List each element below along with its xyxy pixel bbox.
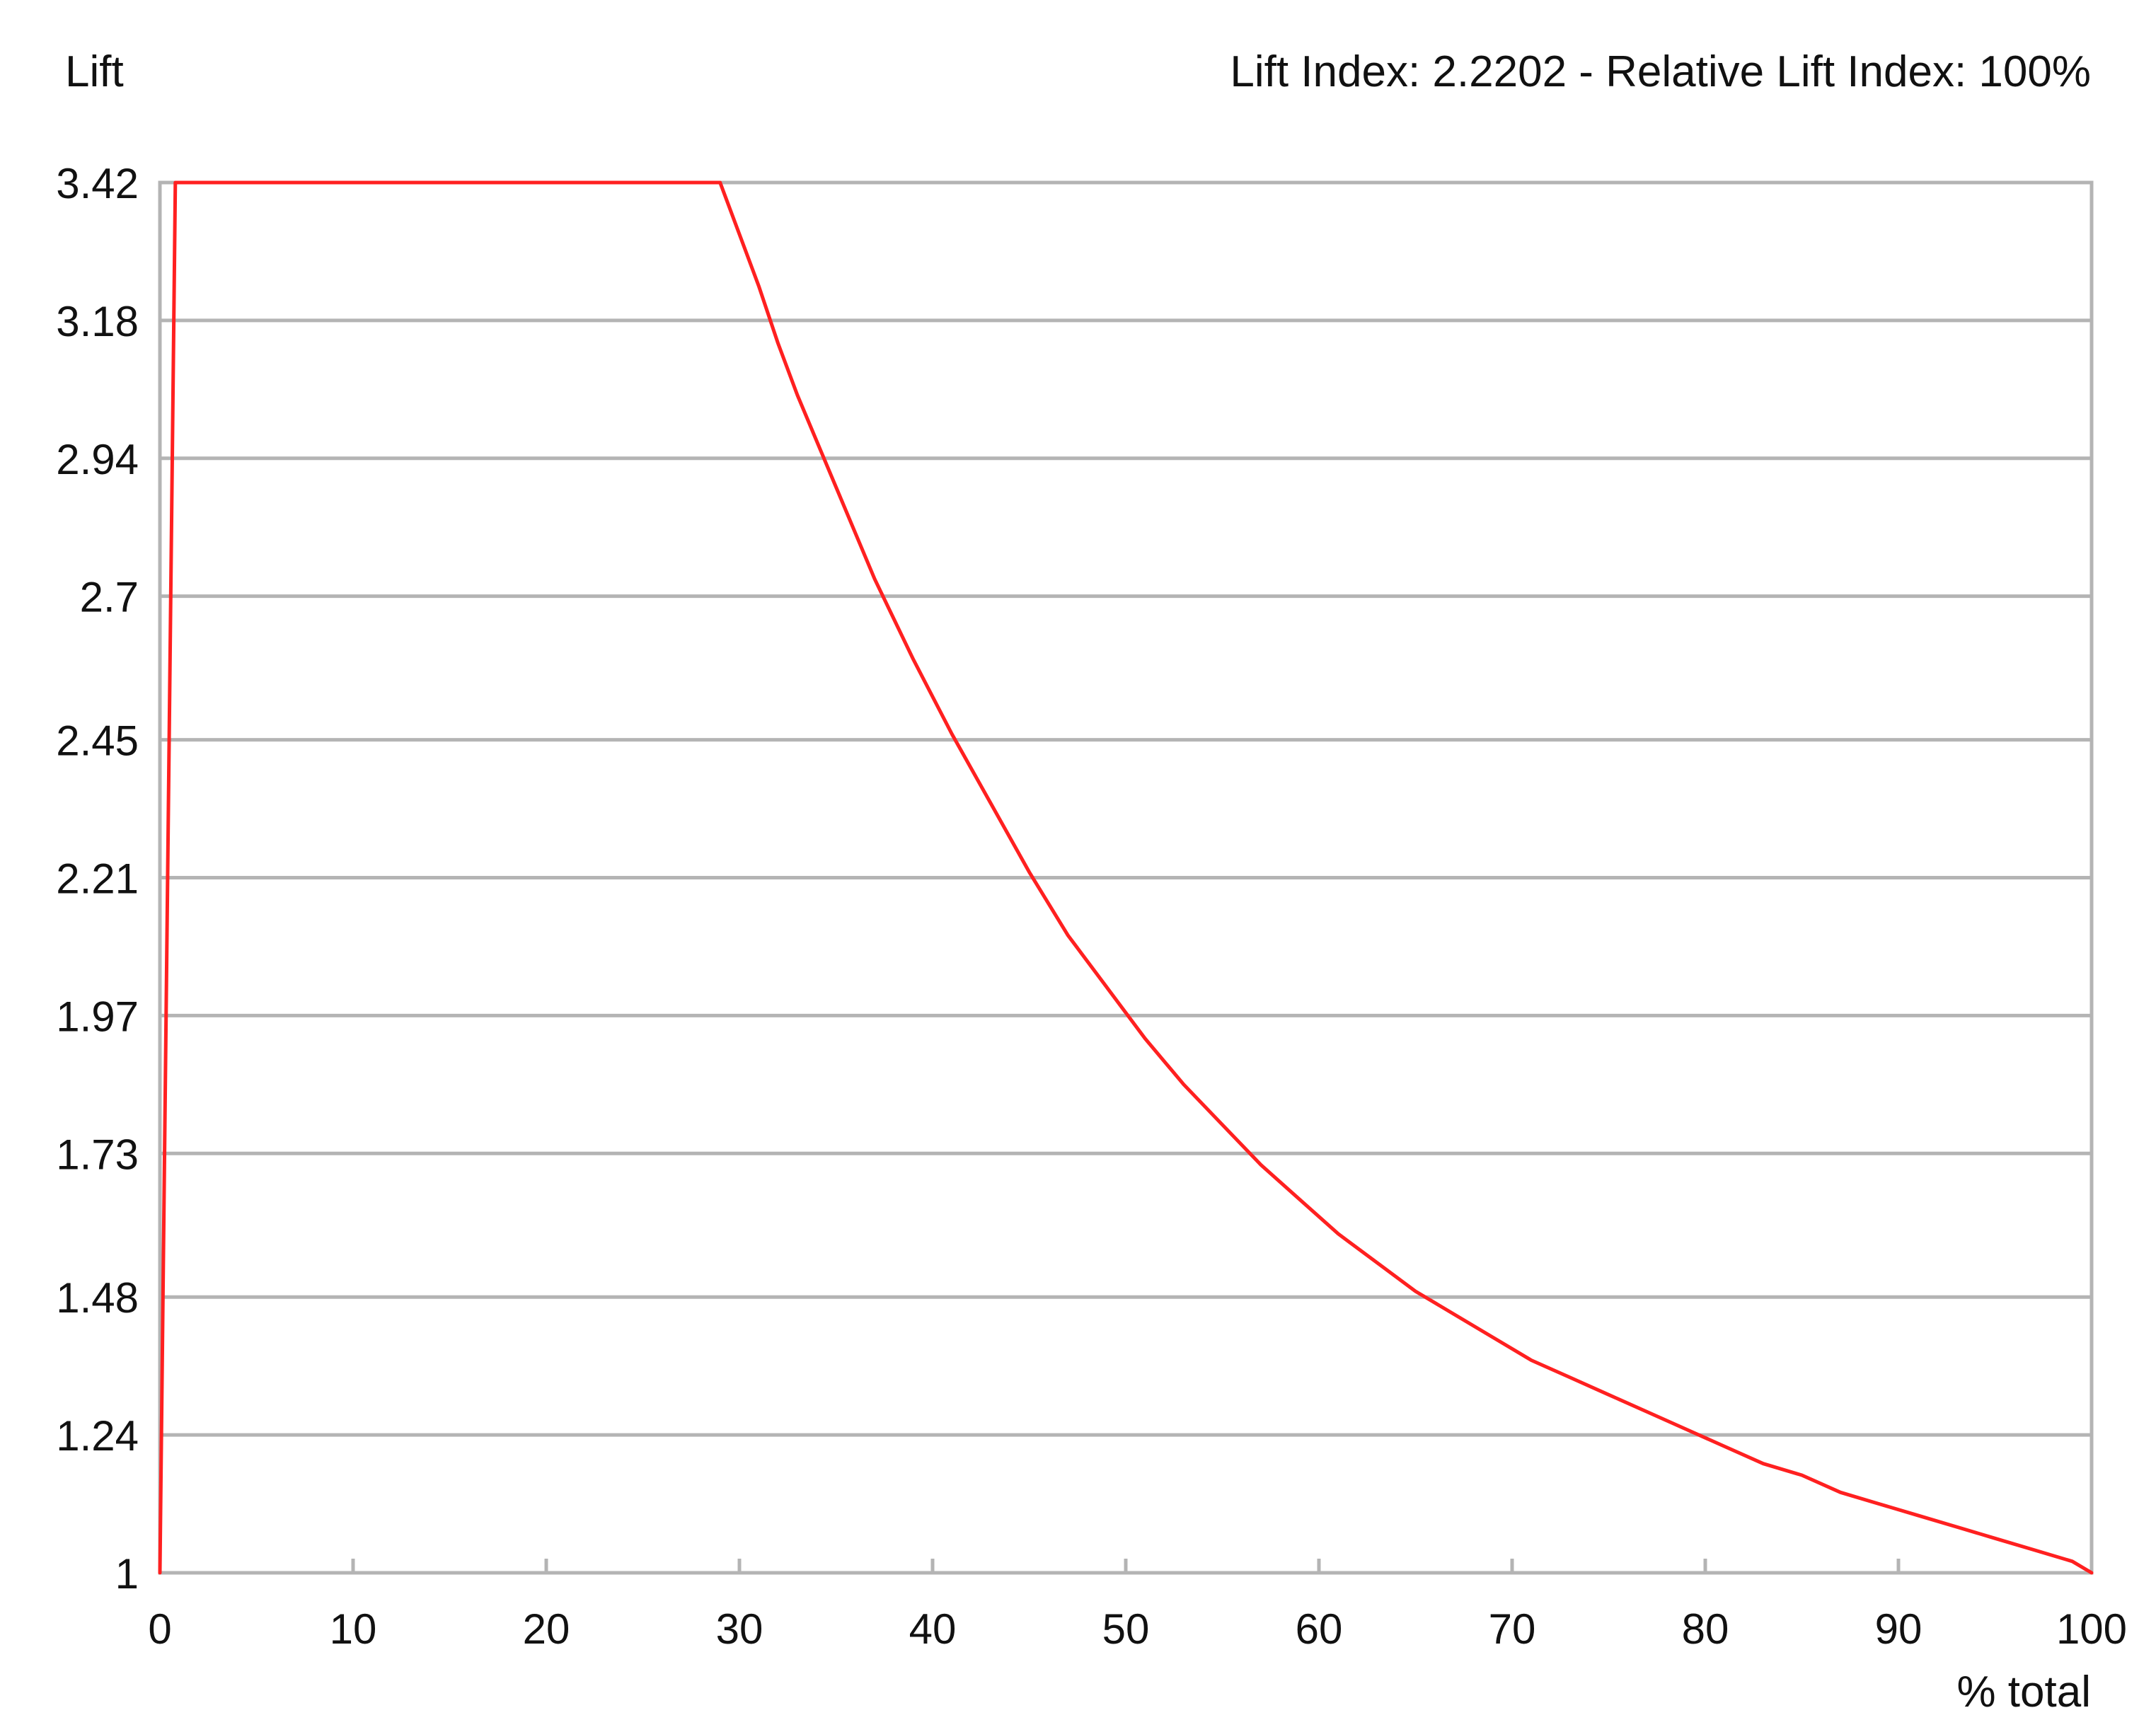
lift-curve-line-0: [158, 180, 2094, 1575]
x-tick-label-0: 0: [148, 1605, 171, 1653]
chart-title: Lift Index: 2.2202 - Relative Lift Index…: [1230, 47, 2091, 96]
series-layer: [158, 180, 2094, 1575]
x-tick-label-8: 80: [1682, 1605, 1729, 1653]
gridlines: [160, 318, 2092, 1437]
x-tick-label-9: 90: [1875, 1605, 1922, 1653]
x-axis-label: % total: [1956, 1668, 2091, 1716]
y-tick-label-5: 2.21: [56, 855, 139, 903]
x-tick-label-2: 20: [523, 1605, 570, 1653]
y-tick-label-8: 2.94: [56, 436, 139, 483]
x-tick-label-1: 10: [330, 1605, 377, 1653]
x-tick-label-4: 40: [909, 1605, 957, 1653]
y-axis-label: Lift: [65, 47, 124, 96]
y-tick-label-3: 1.73: [56, 1131, 139, 1178]
y-tick-label-9: 3.18: [56, 298, 139, 345]
y-tick-label-0: 1: [115, 1550, 139, 1598]
x-tick-label-7: 70: [1489, 1605, 1536, 1653]
y-tick-label-4: 1.97: [56, 993, 139, 1040]
y-tick-label-10: 3.42: [56, 160, 139, 207]
x-tick-label-3: 30: [716, 1605, 763, 1653]
axes: 1 1.24 1.48 1.73 1.97 2.21 2.45 2.7 2.94 3.18 3.42…: [56, 160, 2127, 1653]
y-tick-label-6: 2.45: [56, 717, 139, 765]
x-tick-label-6: 60: [1296, 1605, 1343, 1653]
y-tick-label-2: 1.48: [56, 1274, 139, 1322]
y-tick-label-7: 2.7: [80, 574, 139, 621]
x-tick-label-5: 50: [1102, 1605, 1150, 1653]
y-tick-label-1: 1.24: [56, 1412, 139, 1460]
x-tick-label-10: 100: [2056, 1605, 2127, 1653]
